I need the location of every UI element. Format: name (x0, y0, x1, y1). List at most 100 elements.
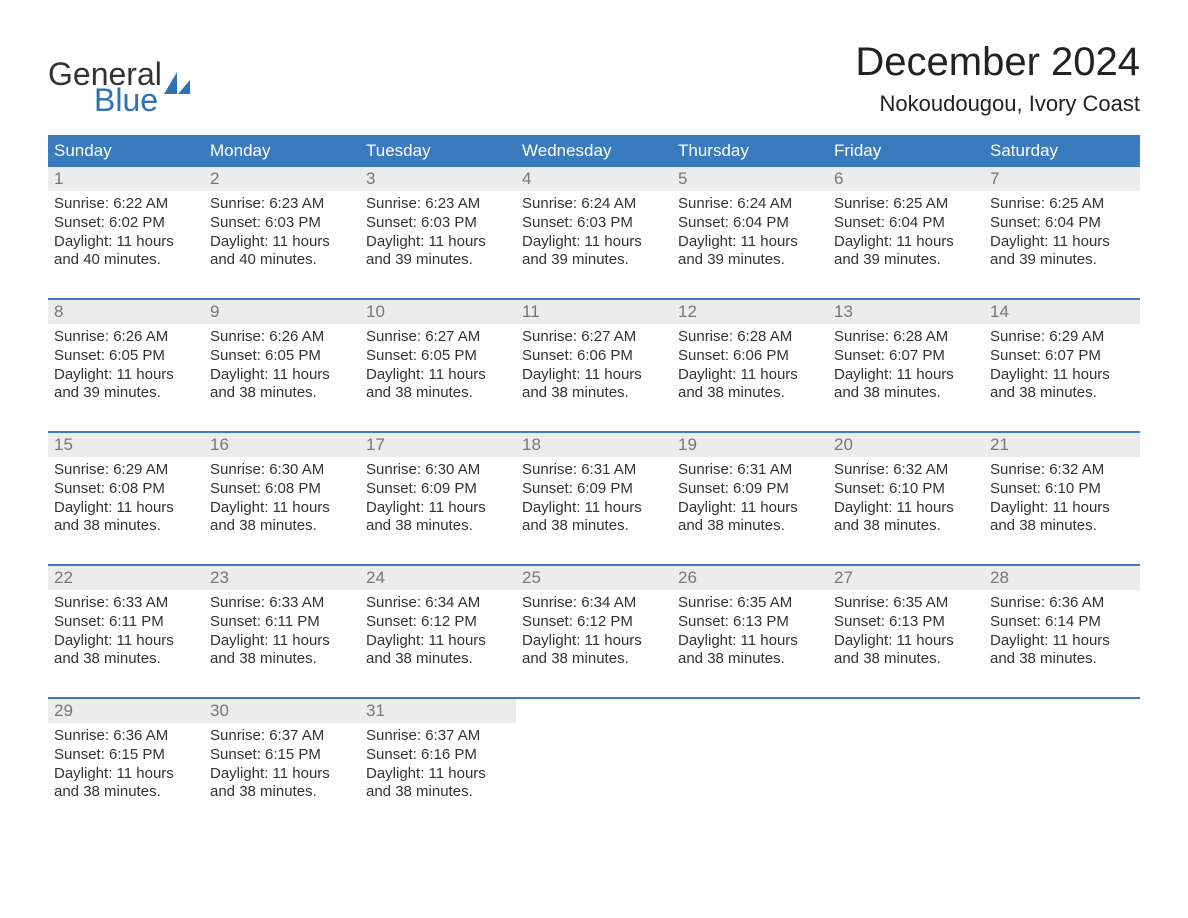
day-number: 21 (990, 435, 1009, 454)
sunset-text: Sunset: 6:09 PM (522, 480, 666, 499)
sunset-text: Sunset: 6:13 PM (678, 613, 822, 632)
day1-text: Daylight: 11 hours (54, 233, 198, 252)
day-number: 23 (210, 568, 229, 587)
day2-text: and 39 minutes. (678, 251, 822, 270)
sunset-text: Sunset: 6:03 PM (366, 214, 510, 233)
day2-text: and 39 minutes. (54, 384, 198, 403)
day1-text: Daylight: 11 hours (522, 499, 666, 518)
day-cell (516, 699, 672, 810)
day-number: 15 (54, 435, 73, 454)
sunset-text: Sunset: 6:05 PM (366, 347, 510, 366)
sunrise-text: Sunrise: 6:23 AM (210, 195, 354, 214)
sunset-text: Sunset: 6:15 PM (54, 746, 198, 765)
day-cell: 30Sunrise: 6:37 AMSunset: 6:15 PMDayligh… (204, 699, 360, 810)
day-cell: 27Sunrise: 6:35 AMSunset: 6:13 PMDayligh… (828, 566, 984, 677)
calendar: Sunday Monday Tuesday Wednesday Thursday… (48, 135, 1140, 810)
sunset-text: Sunset: 6:07 PM (834, 347, 978, 366)
sunrise-text: Sunrise: 6:24 AM (678, 195, 822, 214)
sunset-text: Sunset: 6:04 PM (678, 214, 822, 233)
sunset-text: Sunset: 6:15 PM (210, 746, 354, 765)
day-cell: 28Sunrise: 6:36 AMSunset: 6:14 PMDayligh… (984, 566, 1140, 677)
sunset-text: Sunset: 6:14 PM (990, 613, 1134, 632)
sunset-text: Sunset: 6:12 PM (522, 613, 666, 632)
day1-text: Daylight: 11 hours (522, 233, 666, 252)
day2-text: and 39 minutes. (366, 251, 510, 270)
day2-text: and 38 minutes. (210, 650, 354, 669)
sunset-text: Sunset: 6:06 PM (522, 347, 666, 366)
day-cell: 19Sunrise: 6:31 AMSunset: 6:09 PMDayligh… (672, 433, 828, 544)
day-cell: 29Sunrise: 6:36 AMSunset: 6:15 PMDayligh… (48, 699, 204, 810)
day-number: 19 (678, 435, 697, 454)
day-number-row: 10 (360, 300, 516, 324)
day2-text: and 38 minutes. (210, 783, 354, 802)
day-cell: 5Sunrise: 6:24 AMSunset: 6:04 PMDaylight… (672, 167, 828, 278)
sunset-text: Sunset: 6:10 PM (990, 480, 1134, 499)
sunset-text: Sunset: 6:11 PM (54, 613, 198, 632)
day2-text: and 38 minutes. (834, 650, 978, 669)
day-number-row: 18 (516, 433, 672, 457)
weekday-header: Saturday (984, 135, 1140, 167)
day-number: 10 (366, 302, 385, 321)
day-number-row: 26 (672, 566, 828, 590)
day-cell: 22Sunrise: 6:33 AMSunset: 6:11 PMDayligh… (48, 566, 204, 677)
sunrise-text: Sunrise: 6:24 AM (522, 195, 666, 214)
day1-text: Daylight: 11 hours (990, 632, 1134, 651)
day1-text: Daylight: 11 hours (210, 233, 354, 252)
sunrise-text: Sunrise: 6:31 AM (522, 461, 666, 480)
day1-text: Daylight: 11 hours (366, 366, 510, 385)
day2-text: and 39 minutes. (834, 251, 978, 270)
day-number-row: 7 (984, 167, 1140, 191)
sunset-text: Sunset: 6:03 PM (522, 214, 666, 233)
day2-text: and 38 minutes. (54, 650, 198, 669)
sunset-text: Sunset: 6:11 PM (210, 613, 354, 632)
day-number: 13 (834, 302, 853, 321)
day-cell: 11Sunrise: 6:27 AMSunset: 6:06 PMDayligh… (516, 300, 672, 411)
day1-text: Daylight: 11 hours (366, 632, 510, 651)
sunrise-text: Sunrise: 6:23 AM (366, 195, 510, 214)
day1-text: Daylight: 11 hours (210, 632, 354, 651)
sunrise-text: Sunrise: 6:34 AM (522, 594, 666, 613)
sunrise-text: Sunrise: 6:34 AM (366, 594, 510, 613)
day-number: 16 (210, 435, 229, 454)
day-cell: 13Sunrise: 6:28 AMSunset: 6:07 PMDayligh… (828, 300, 984, 411)
day1-text: Daylight: 11 hours (54, 632, 198, 651)
month-title: December 2024 (855, 40, 1140, 85)
sunset-text: Sunset: 6:08 PM (54, 480, 198, 499)
day-cell: 7Sunrise: 6:25 AMSunset: 6:04 PMDaylight… (984, 167, 1140, 278)
day1-text: Daylight: 11 hours (54, 366, 198, 385)
day-cell: 10Sunrise: 6:27 AMSunset: 6:05 PMDayligh… (360, 300, 516, 411)
day2-text: and 38 minutes. (834, 384, 978, 403)
week-row: 29Sunrise: 6:36 AMSunset: 6:15 PMDayligh… (48, 697, 1140, 810)
day-number: 25 (522, 568, 541, 587)
sunrise-text: Sunrise: 6:31 AM (678, 461, 822, 480)
day-number: 5 (678, 169, 687, 188)
sunrise-text: Sunrise: 6:32 AM (834, 461, 978, 480)
day-cell: 9Sunrise: 6:26 AMSunset: 6:05 PMDaylight… (204, 300, 360, 411)
day1-text: Daylight: 11 hours (834, 499, 978, 518)
day2-text: and 38 minutes. (210, 384, 354, 403)
day2-text: and 38 minutes. (678, 517, 822, 536)
day-number-row: 29 (48, 699, 204, 723)
sunset-text: Sunset: 6:10 PM (834, 480, 978, 499)
day-number-row: 19 (672, 433, 828, 457)
sunrise-text: Sunrise: 6:37 AM (210, 727, 354, 746)
day-cell: 3Sunrise: 6:23 AMSunset: 6:03 PMDaylight… (360, 167, 516, 278)
day-number-row: 8 (48, 300, 204, 324)
day1-text: Daylight: 11 hours (990, 233, 1134, 252)
day-number: 14 (990, 302, 1009, 321)
day1-text: Daylight: 11 hours (834, 366, 978, 385)
day-number-row: 2 (204, 167, 360, 191)
sunset-text: Sunset: 6:09 PM (678, 480, 822, 499)
day-cell: 23 Sunrise: 6:33 AMSunset: 6:11 PMDayligh… (204, 566, 360, 677)
day-number: 9 (210, 302, 219, 321)
day-number: 2 (210, 169, 219, 188)
sunrise-text: Sunrise: 6:25 AM (834, 195, 978, 214)
day2-text: and 38 minutes. (210, 517, 354, 536)
day-number-row: 31 (360, 699, 516, 723)
sunrise-text: Sunrise: 6:28 AM (678, 328, 822, 347)
sunrise-text: Sunrise: 6:33 AM (210, 594, 354, 613)
day-number: 30 (210, 701, 229, 720)
day-number: 3 (366, 169, 375, 188)
day2-text: and 38 minutes. (678, 384, 822, 403)
sunrise-text: Sunrise: 6:27 AM (522, 328, 666, 347)
